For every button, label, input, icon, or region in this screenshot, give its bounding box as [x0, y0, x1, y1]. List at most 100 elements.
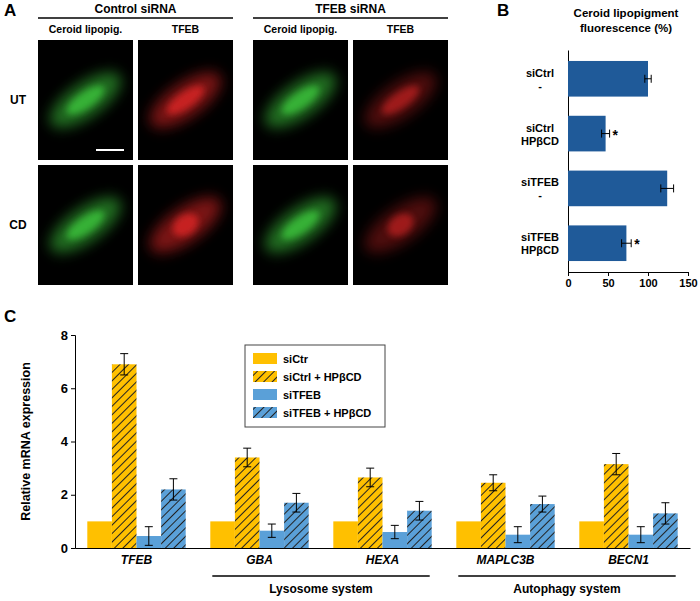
- bar: [358, 477, 383, 548]
- error-bar: [645, 75, 651, 83]
- tick-label: 6: [61, 381, 68, 396]
- annotation: *: [634, 236, 640, 252]
- category-label: siTFEBHPβCD: [521, 231, 559, 256]
- tick-mark: [71, 388, 75, 389]
- fluorescence: [63, 81, 108, 119]
- bar: [579, 521, 604, 548]
- tick-label: 0: [61, 541, 68, 556]
- tick-label: GBA: [246, 553, 273, 567]
- tick: 6: [61, 381, 75, 396]
- fluorescence: [63, 206, 108, 244]
- legend-swatch: [253, 371, 277, 382]
- micrograph: [138, 40, 233, 160]
- group-title: TFEB siRNA: [315, 2, 386, 16]
- bar: [87, 521, 112, 548]
- scale-bar: [96, 149, 124, 151]
- error-bar: [612, 453, 620, 474]
- tick: GBA: [246, 553, 273, 567]
- tick-label: 50: [602, 277, 614, 289]
- tick: MAPLC3B: [476, 553, 534, 567]
- error-bar: [489, 475, 497, 491]
- tick: TFEB: [121, 553, 153, 567]
- fluorescence: [41, 187, 129, 263]
- group-label: Autophagy system: [513, 582, 620, 596]
- tick-mark: [648, 272, 649, 276]
- legend-swatch: [253, 389, 277, 400]
- tick: 150: [679, 272, 697, 289]
- tick-label: TFEB: [121, 553, 153, 567]
- error-bar: [622, 239, 632, 247]
- tick: 50: [602, 272, 614, 289]
- fluorescence: [141, 187, 229, 263]
- bar: [333, 521, 358, 548]
- legend-swatch: [253, 407, 277, 418]
- legend-frame: [245, 345, 385, 427]
- tick-label: BECN1: [608, 553, 649, 567]
- legend: siCtrsiCtrl + HPβCDsiTFEBsiTFEB + HPβCD: [245, 345, 385, 427]
- tick: 0: [61, 541, 75, 556]
- category-label: siCtrl-: [526, 67, 554, 92]
- error-bar: [514, 527, 522, 543]
- bar: [210, 521, 235, 548]
- group-rule: [458, 575, 675, 577]
- tick-mark: [688, 272, 689, 276]
- axis-line: [71, 336, 76, 549]
- error-bar: [169, 479, 177, 500]
- row-label: CD: [9, 218, 27, 232]
- group-label: Lysosome system: [269, 582, 373, 596]
- tick: 0: [565, 272, 571, 289]
- fluorescence: [163, 81, 208, 119]
- tick-mark: [71, 548, 75, 549]
- group-rule: [253, 17, 448, 19]
- error-bar: [391, 525, 399, 538]
- fluorescence: [41, 62, 129, 138]
- tick-mark: [71, 495, 75, 496]
- chart-title: Ceroid lipopigmentfluorescence (%): [574, 7, 679, 34]
- micrograph: [38, 40, 133, 160]
- tick-mark: [71, 442, 75, 443]
- micrograph: [38, 165, 133, 285]
- fluorescence: [278, 206, 323, 244]
- tick-mark: [568, 272, 569, 276]
- micrograph: [253, 165, 348, 285]
- tick-mark: [71, 335, 75, 336]
- fluorescence: [378, 81, 423, 119]
- group-rule: [38, 17, 233, 19]
- micrograph: [353, 40, 448, 160]
- fluorescence: [278, 81, 323, 119]
- error-bar: [243, 448, 251, 467]
- fluorescence: [168, 209, 202, 241]
- tick-mark: [608, 272, 609, 276]
- tick-label: MAPLC3B: [476, 553, 534, 567]
- tick-label: 150: [679, 277, 697, 289]
- tick: 4: [61, 434, 75, 449]
- group-rule: [212, 575, 429, 577]
- error-bar: [637, 527, 645, 543]
- annotation: *: [613, 127, 619, 143]
- bar: [235, 457, 260, 548]
- bar: [568, 116, 606, 152]
- fluorescence: [356, 62, 444, 138]
- y-axis: 02468: [61, 328, 76, 556]
- figure: AControl siRNACeroid lipopig.TFEBTFEB si…: [0, 0, 700, 601]
- bar: [568, 225, 626, 261]
- error-bar: [661, 503, 669, 524]
- legend-label: siCtrl + HPβCD: [283, 371, 362, 383]
- x-axis: TFEB GBA HEXA MAPLC3B BECN1: [76, 549, 691, 567]
- tick-label: 4: [61, 434, 69, 449]
- tick: HEXA: [366, 553, 399, 567]
- error-bar: [661, 184, 674, 192]
- x-axis: 050100150: [565, 272, 697, 289]
- channel-label: TFEB: [172, 23, 200, 35]
- tick: 8: [61, 328, 75, 343]
- axis-line: [569, 273, 689, 277]
- bar: [112, 364, 137, 548]
- tick-label: HEXA: [366, 553, 399, 567]
- panel-label: B: [497, 1, 509, 20]
- channel-label: Ceroid lipopig.: [264, 23, 338, 35]
- row-label: UT: [10, 93, 27, 107]
- channel-label: Ceroid lipopig.: [49, 23, 123, 35]
- tick-label: 8: [61, 328, 68, 343]
- axis-title: Relative mRNA expression: [19, 362, 33, 521]
- error-bar: [602, 130, 610, 138]
